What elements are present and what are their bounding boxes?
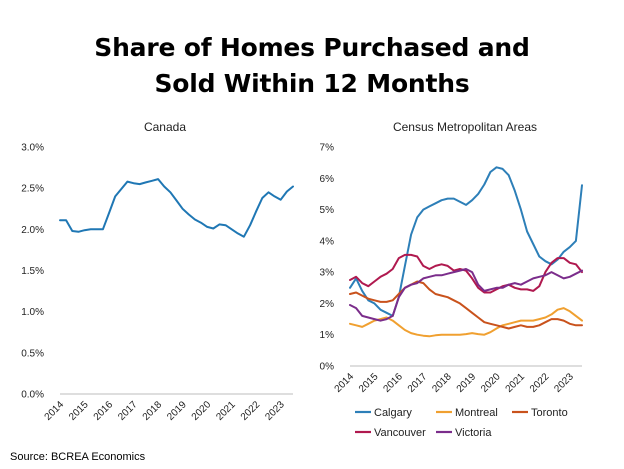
cma-subplot-title: Census Metropolitan Areas [393,120,537,134]
canada-x-tick-label: 2018 [141,399,165,423]
canada-x-tick-label: 2020 [190,399,214,423]
legend-label-victoria: Victoria [455,427,492,439]
canada-x-tick-label: 2021 [214,399,238,423]
canada-x-tick-label: 2014 [43,399,67,423]
cma-series-line-toronto [349,280,583,330]
canada-series-line-canada [59,178,294,238]
cma-series-line-calgary [349,166,583,317]
canada-x-tick-label: 2015 [67,399,91,423]
legend-label-toronto: Toronto [531,407,568,419]
cma-x-tick-label: 2021 [504,371,528,395]
cma-y-tick-label: 7% [320,143,335,154]
canada-y-tick-label: 1.5% [21,266,44,277]
cma-x-tick-label: 2023 [552,371,576,395]
canada-x-tick-label: 2022 [239,399,263,423]
cma-y-tick-label: 6% [320,174,335,185]
cma-y-tick-label: 3% [320,268,335,279]
cma-x-tick-label: 2014 [333,371,357,395]
canada-y-tick-label: 0.0% [21,390,44,401]
source-note: Source: BCREA Economics [10,451,146,463]
cma-x-tick-label: 2020 [479,371,503,395]
cma-series-line-victoria [349,268,583,322]
canada-y-tick-label: 3.0% [21,143,44,154]
canada-y-tick-label: 2.0% [21,225,44,236]
chart-title: Share of Homes Purchased and Sold Within… [0,30,624,102]
cma-x-tick-label: 2015 [357,371,381,395]
cma-y-tick-label: 2% [320,299,335,310]
title-line-1: Share of Homes Purchased and [94,33,530,62]
legend-label-vancouver: Vancouver [374,427,426,439]
canada-x-tick-label: 2023 [263,399,287,423]
legend-label-montreal: Montreal [455,407,498,419]
canada-y-tick-label: 0.5% [21,348,44,359]
cma-x-tick-label: 2016 [381,371,405,395]
canada-x-tick-label: 2017 [116,399,140,423]
legend-label-calgary: Calgary [374,407,412,419]
cma-x-tick-label: 2022 [528,371,552,395]
cma-y-tick-label: 5% [320,205,335,216]
cma-y-tick-label: 0% [320,362,335,373]
cma-x-tick-label: 2019 [455,371,479,395]
canada-subplot-title: Canada [144,120,186,134]
canada-y-tick-label: 2.5% [21,184,44,195]
cma-y-tick-label: 1% [320,330,335,341]
canada-x-tick-label: 2016 [92,399,116,423]
cma-x-tick-label: 2018 [430,371,454,395]
canada-y-tick-label: 1.0% [21,307,44,318]
cma-y-tick-label: 4% [320,236,335,247]
canada-x-tick-label: 2019 [165,399,189,423]
cma-x-tick-label: 2017 [406,371,430,395]
title-line-2: Sold Within 12 Months [154,69,470,98]
